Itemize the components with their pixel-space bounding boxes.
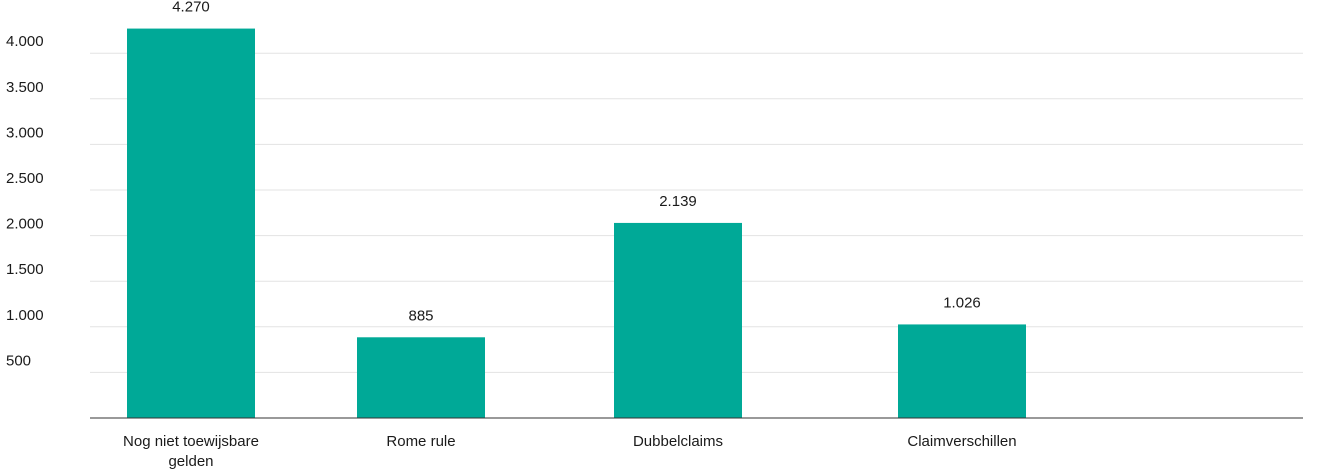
y-tick-label: 1.500	[6, 261, 44, 278]
bars	[127, 28, 1026, 419]
category-label-line: Claimverschillen	[907, 433, 1016, 450]
y-tick-label: 1.000	[6, 307, 44, 324]
category-label: Claimverschillen	[907, 433, 1016, 450]
category-label: Dubbelclaims	[633, 433, 723, 450]
y-tick-label: 3.500	[6, 79, 44, 96]
data-label: 885	[408, 307, 433, 324]
bar	[898, 324, 1026, 418]
bar	[614, 222, 742, 418]
y-tick-label: 3.000	[6, 124, 44, 141]
y-tick-label: 500	[6, 352, 31, 369]
category-label-line: Rome rule	[386, 433, 455, 450]
y-tick-label: 4.000	[6, 33, 44, 50]
y-tick-label: 2.000	[6, 216, 44, 233]
bar	[357, 337, 485, 418]
data-label: 4.270	[172, 0, 210, 16]
bar	[127, 28, 255, 419]
data-label: 2.139	[659, 193, 697, 210]
category-label-line: gelden	[168, 453, 213, 470]
data-label: 1.026	[943, 294, 981, 311]
category-label: Rome rule	[386, 433, 455, 450]
category-label-line: Nog niet toewijsbare	[123, 433, 259, 450]
y-axis-ticks: 500 1.000 1.500 2.000 2.500 3.000 3.500 4.000	[6, 33, 44, 369]
y-tick-label: 2.500	[6, 170, 44, 187]
category-labels: Nog niet toewijsbare gelden Rome rule Dubbe…	[123, 433, 1017, 470]
category-label: Nog niet toewijsbare gelden	[123, 433, 259, 470]
category-label-line: Dubbelclaims	[633, 433, 723, 450]
data-labels: 4.270 885 2.139 1.026	[172, 0, 981, 324]
